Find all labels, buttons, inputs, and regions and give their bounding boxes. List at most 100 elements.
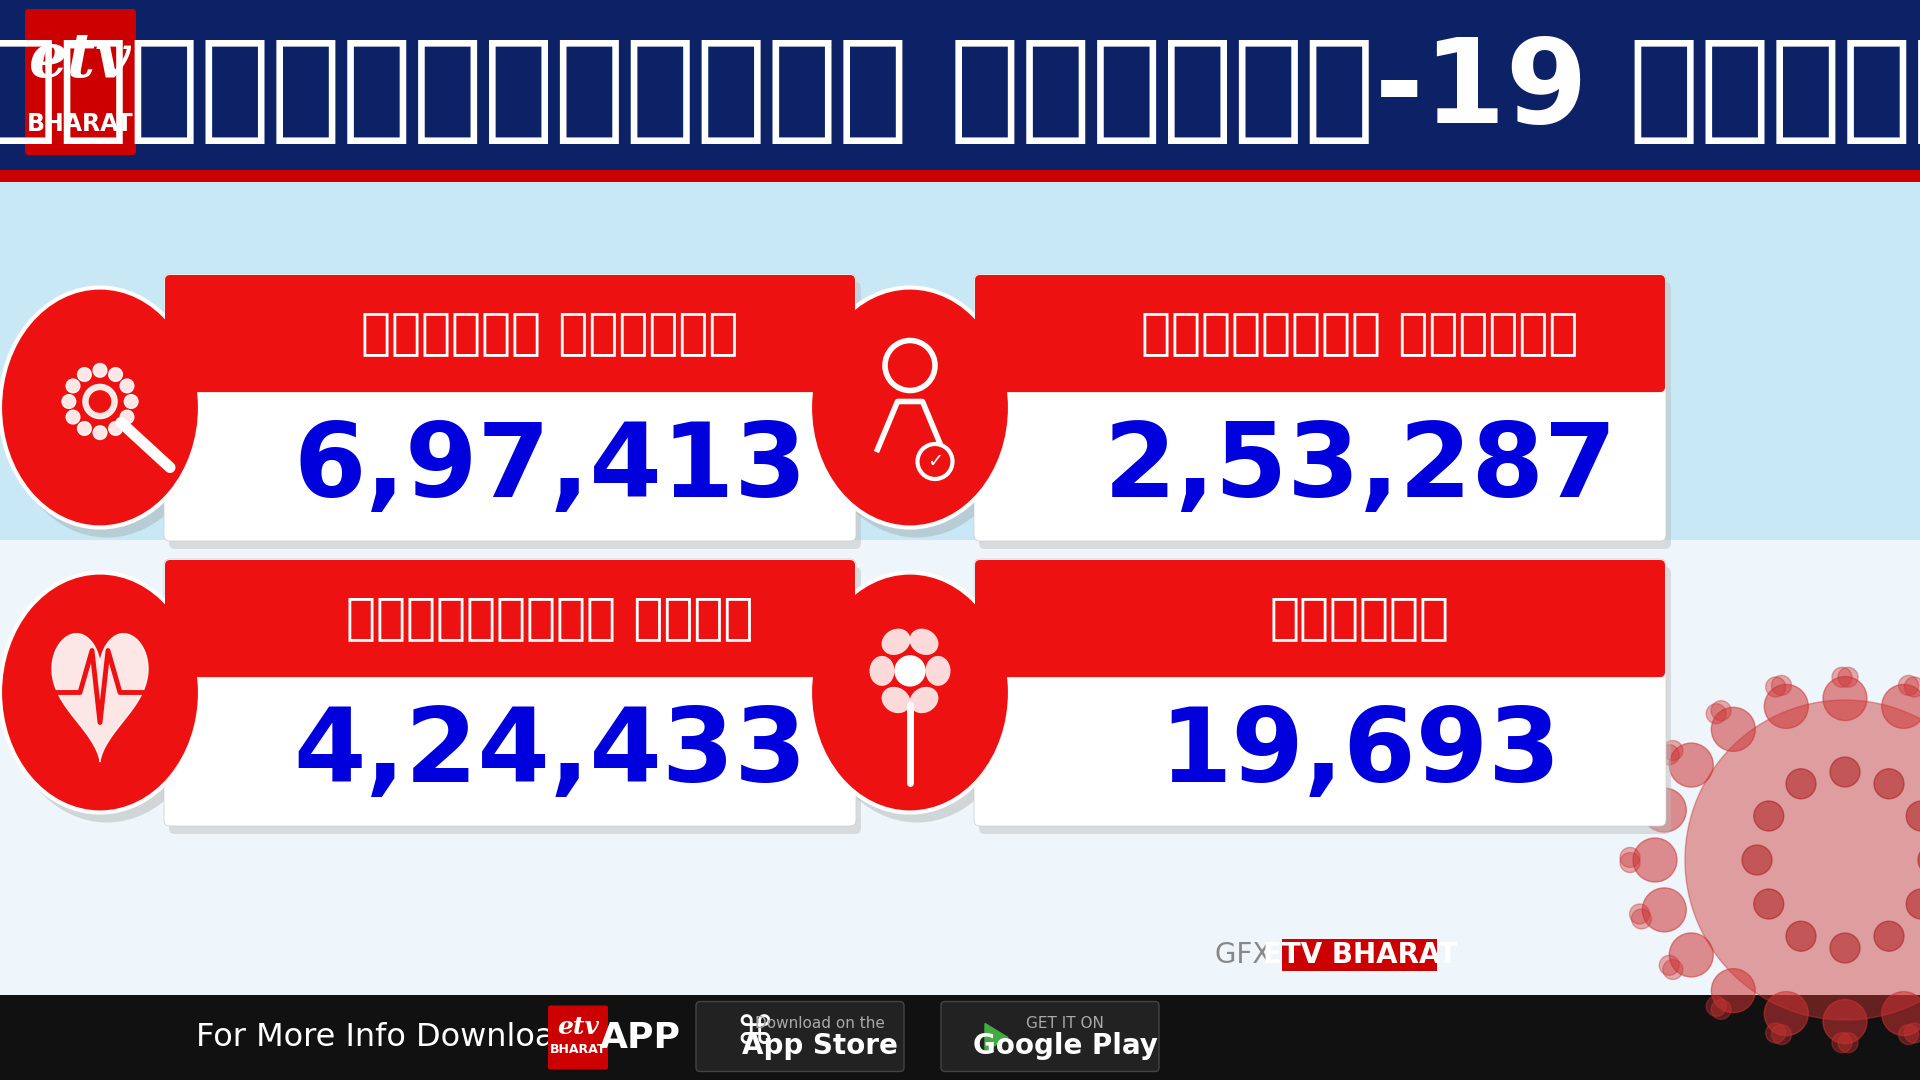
Circle shape: [94, 364, 108, 377]
Ellipse shape: [881, 629, 910, 654]
Circle shape: [1874, 921, 1905, 951]
FancyBboxPatch shape: [163, 274, 856, 541]
Circle shape: [1918, 845, 1920, 875]
FancyBboxPatch shape: [169, 282, 860, 549]
Ellipse shape: [0, 287, 200, 527]
Text: 19,693: 19,693: [1160, 703, 1561, 805]
Circle shape: [1907, 801, 1920, 831]
Circle shape: [1832, 667, 1853, 687]
Circle shape: [1766, 677, 1786, 697]
Circle shape: [1630, 904, 1649, 924]
Circle shape: [1634, 838, 1676, 882]
FancyBboxPatch shape: [1283, 939, 1436, 971]
Ellipse shape: [910, 687, 939, 713]
Polygon shape: [52, 634, 148, 761]
Text: BHARAT: BHARAT: [27, 112, 134, 136]
Bar: [0, 0, 1920, 170]
Circle shape: [1642, 788, 1686, 832]
FancyBboxPatch shape: [165, 561, 854, 677]
Text: కోలుకున్న వారు: కోలుకున్న వారు: [346, 595, 755, 643]
Ellipse shape: [8, 582, 207, 823]
Text: App Store: App Store: [741, 1031, 899, 1059]
Circle shape: [1837, 1032, 1859, 1053]
Circle shape: [1753, 801, 1784, 831]
Circle shape: [1882, 991, 1920, 1036]
Circle shape: [1772, 1025, 1791, 1044]
Text: ETV BHARAT: ETV BHARAT: [1263, 941, 1457, 969]
Circle shape: [1632, 791, 1651, 811]
Ellipse shape: [810, 572, 1010, 812]
Circle shape: [1830, 757, 1860, 787]
Ellipse shape: [870, 656, 895, 686]
Circle shape: [1668, 743, 1713, 787]
Circle shape: [1620, 848, 1640, 867]
Circle shape: [1668, 933, 1713, 977]
Circle shape: [895, 656, 925, 686]
Circle shape: [1663, 959, 1682, 980]
Circle shape: [1632, 909, 1651, 929]
Circle shape: [121, 379, 134, 393]
Circle shape: [1711, 999, 1732, 1020]
Circle shape: [77, 367, 92, 381]
Ellipse shape: [8, 297, 207, 538]
Text: etv: etv: [557, 1015, 599, 1039]
Circle shape: [1899, 675, 1918, 696]
Text: APP: APP: [599, 1021, 680, 1054]
Text: 2,53,287: 2,53,287: [1104, 418, 1617, 519]
Circle shape: [1786, 769, 1816, 799]
Circle shape: [1663, 741, 1682, 760]
Circle shape: [65, 410, 81, 424]
Circle shape: [1874, 769, 1905, 799]
Text: 4,24,433: 4,24,433: [294, 703, 806, 805]
Circle shape: [1659, 745, 1680, 765]
Circle shape: [918, 444, 952, 480]
Text: etv: etv: [29, 29, 132, 90]
Circle shape: [1830, 933, 1860, 963]
Circle shape: [1711, 701, 1732, 720]
Ellipse shape: [818, 582, 1018, 823]
Circle shape: [1753, 889, 1784, 919]
Text: GET IT ON: GET IT ON: [1025, 1016, 1104, 1031]
Circle shape: [1905, 677, 1920, 697]
FancyBboxPatch shape: [979, 282, 1670, 549]
Polygon shape: [985, 1024, 1008, 1052]
Circle shape: [65, 379, 81, 393]
Circle shape: [125, 394, 138, 408]
Circle shape: [1786, 921, 1816, 951]
Ellipse shape: [881, 687, 910, 713]
Text: యాక్టివ్ కేసులు: యాక్టివ్ కేసులు: [1140, 310, 1578, 357]
Bar: [0, 995, 1920, 1080]
Circle shape: [1711, 969, 1755, 1013]
Circle shape: [109, 367, 123, 381]
FancyBboxPatch shape: [547, 1005, 609, 1069]
Circle shape: [121, 410, 134, 424]
Circle shape: [1741, 845, 1772, 875]
Circle shape: [1772, 675, 1791, 696]
Circle shape: [1766, 1023, 1786, 1043]
Ellipse shape: [810, 287, 1010, 527]
Bar: [0, 170, 1920, 183]
Circle shape: [94, 426, 108, 440]
Circle shape: [1822, 999, 1866, 1043]
Circle shape: [1837, 667, 1859, 687]
Circle shape: [1822, 676, 1866, 720]
Circle shape: [1620, 852, 1640, 873]
Ellipse shape: [925, 656, 950, 686]
Circle shape: [1642, 888, 1686, 932]
Circle shape: [1764, 685, 1809, 728]
Text: GFX: GFX: [1215, 941, 1281, 969]
FancyBboxPatch shape: [973, 559, 1667, 826]
Circle shape: [1764, 991, 1809, 1036]
Circle shape: [1882, 685, 1920, 728]
FancyBboxPatch shape: [695, 1001, 904, 1071]
Circle shape: [90, 391, 111, 413]
Text: మృతులు: మృతులు: [1269, 595, 1450, 643]
FancyBboxPatch shape: [979, 567, 1670, 834]
FancyBboxPatch shape: [165, 275, 854, 392]
Circle shape: [1832, 1032, 1853, 1053]
Circle shape: [1659, 956, 1680, 975]
Text: దేశవ్యాప్తంగా కోవిడ్-19 వివరాలు: దేశవ్యాప్తంగా కోవిడ్-19 వివరాలు: [0, 32, 1920, 148]
FancyBboxPatch shape: [163, 559, 856, 826]
Circle shape: [1905, 1023, 1920, 1043]
Circle shape: [1707, 704, 1726, 724]
